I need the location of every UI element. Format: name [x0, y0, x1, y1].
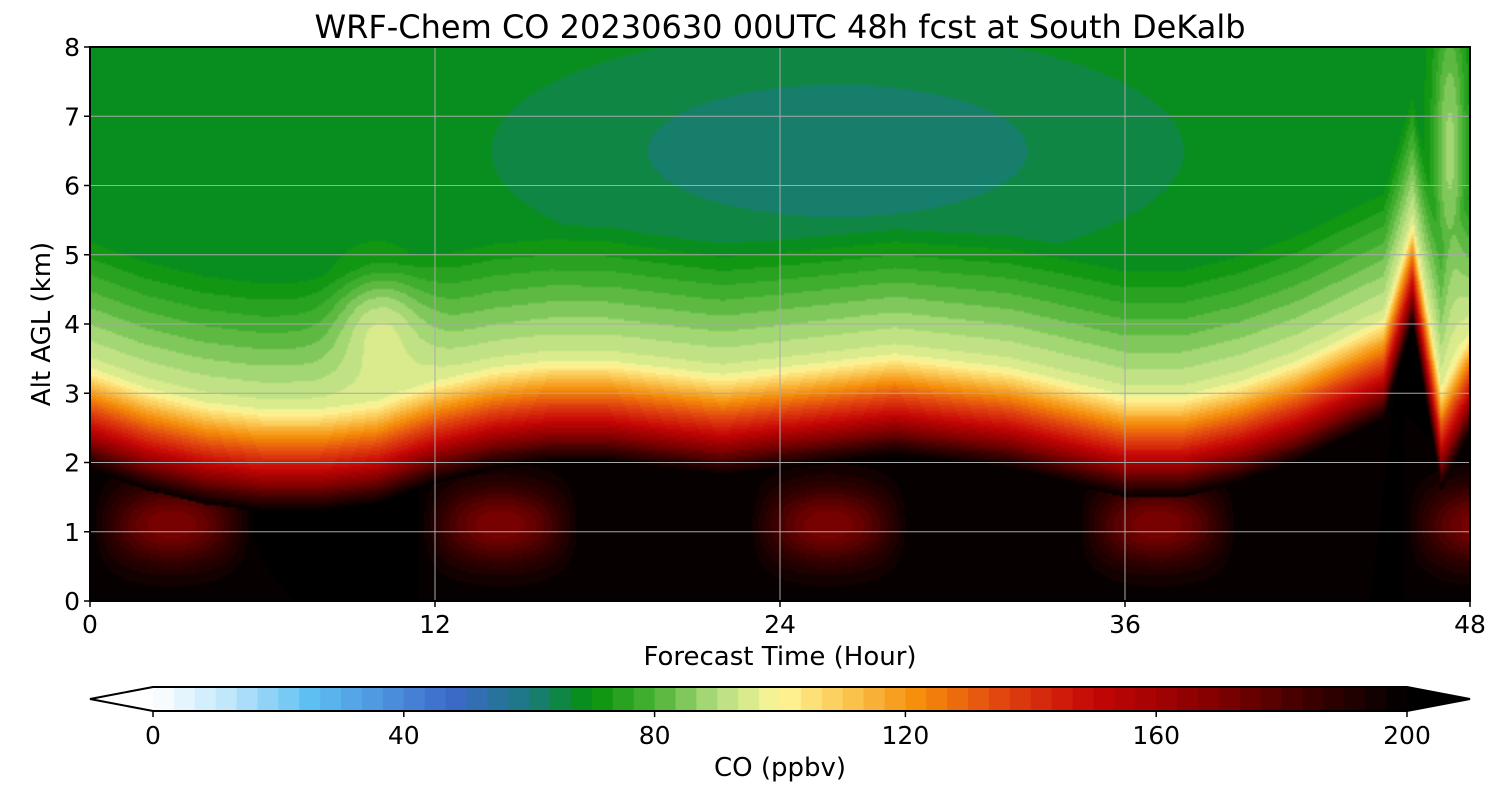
colorbar-segment: [257, 687, 279, 711]
x-axis-label: Forecast Time (Hour): [643, 642, 916, 672]
colorbar-segment: [884, 687, 906, 711]
y-axis-ticks: 0 1 2 3 4 5 6 7 8: [64, 33, 90, 616]
chart-title: WRF-Chem CO 20230630 00UTC 48h fcst at S…: [314, 8, 1245, 46]
x-tick-label: 24: [764, 610, 796, 639]
colorbar-segment: [1135, 687, 1157, 711]
colorbar-segment: [1093, 687, 1115, 711]
colorbar-segment: [1323, 687, 1345, 711]
colorbar-segment: [278, 687, 300, 711]
colorbar-tick-label: 120: [882, 721, 930, 750]
colorbar-segment: [947, 687, 969, 711]
colorbar-segment: [968, 687, 990, 711]
colorbar-label: CO (ppbv): [714, 753, 846, 783]
colorbar-segment: [445, 687, 468, 711]
colorbar-segment: [1198, 687, 1220, 711]
colorbar-extend-max: [1407, 687, 1470, 711]
y-tick-label: 2: [64, 449, 80, 478]
colorbar-segment: [173, 687, 196, 711]
colorbar-segment: [236, 687, 259, 711]
x-tick-label: 12: [419, 610, 451, 639]
colorbar-segment: [989, 687, 1011, 711]
colorbar-segment: [550, 687, 572, 711]
colorbar-tick-label: 40: [388, 721, 420, 750]
colorbar-segment: [738, 687, 760, 711]
colorbar-segment: [1177, 687, 1199, 711]
colorbar-segment: [1365, 687, 1387, 711]
colorbar-segment: [487, 687, 509, 711]
colorbar-segment: [780, 687, 802, 711]
colorbar-segment: [633, 687, 656, 711]
colorbar-segment: [1281, 687, 1304, 711]
x-tick-label: 0: [82, 610, 98, 639]
y-tick-label: 0: [64, 587, 80, 616]
grid-lines: [90, 47, 1470, 601]
y-tick-label: 7: [64, 102, 80, 131]
colorbar-segment: [320, 687, 342, 711]
y-tick-label: 1: [64, 518, 80, 547]
colorbar-tick-label: 0: [145, 721, 161, 750]
colorbar-segment: [675, 687, 697, 711]
y-tick-label: 8: [64, 33, 80, 62]
colorbar-segment: [1239, 687, 1262, 711]
colorbar-segment: [153, 687, 175, 711]
colorbar-segment: [362, 687, 384, 711]
colorbar-tick-label: 160: [1132, 721, 1180, 750]
colorbar-segment: [696, 687, 718, 711]
colorbar-segment: [926, 687, 948, 711]
colorbar-segment: [529, 687, 551, 711]
colorbar-segment: [1030, 687, 1053, 711]
colorbar-segment: [1156, 687, 1178, 711]
colorbar-segment: [1302, 687, 1324, 711]
colorbar-segment: [1260, 687, 1283, 711]
colorbar-ticks: 0 40 80 120 160 200: [145, 711, 1431, 750]
colorbar-segment: [1051, 687, 1074, 711]
colorbar-segment: [466, 687, 488, 711]
y-axis-label: Alt AGL (km): [27, 242, 57, 406]
colorbar-segment: [1386, 687, 1408, 711]
x-tick-label: 48: [1454, 610, 1486, 639]
colorbar-segment: [1072, 687, 1095, 711]
colorbar-segment: [403, 687, 426, 711]
colorbar-segment: [842, 687, 865, 711]
y-tick-label: 4: [64, 310, 80, 339]
colorbar-segment: [612, 687, 635, 711]
colorbar-tick-label: 200: [1383, 721, 1431, 750]
colorbar-segment: [341, 687, 363, 711]
colorbar-segment: [1344, 687, 1366, 711]
colorbar-segment: [821, 687, 844, 711]
colorbar-segment: [1114, 687, 1136, 711]
colorbar-segment: [654, 687, 677, 711]
colorbar-segment: [759, 687, 781, 711]
colorbar-segment: [194, 687, 217, 711]
colorbar-segment: [299, 687, 321, 711]
colorbar: [89, 686, 1471, 712]
y-tick-label: 3: [64, 379, 80, 408]
x-axis-ticks: 0 12 24 36 48: [82, 601, 1486, 639]
colorbar-segment: [717, 687, 739, 711]
colorbar-segment: [424, 687, 447, 711]
colorbar-tick-label: 80: [639, 721, 671, 750]
colorbar-segment: [905, 687, 927, 711]
colorbar-segment: [508, 687, 530, 711]
colorbar-extend-min: [90, 687, 153, 711]
x-tick-label: 36: [1109, 610, 1141, 639]
colorbar-segment: [571, 687, 593, 711]
y-tick-label: 5: [64, 241, 80, 270]
colorbar-segment: [1009, 687, 1032, 711]
colorbar-segment: [591, 687, 614, 711]
colorbar-segment: [800, 687, 823, 711]
colorbar-segment: [382, 687, 405, 711]
colorbar-segment: [1218, 687, 1241, 711]
colorbar-segment: [863, 687, 886, 711]
plot-area: [90, 47, 1470, 601]
y-tick-label: 6: [64, 172, 80, 201]
colorbar-segment: [215, 687, 238, 711]
